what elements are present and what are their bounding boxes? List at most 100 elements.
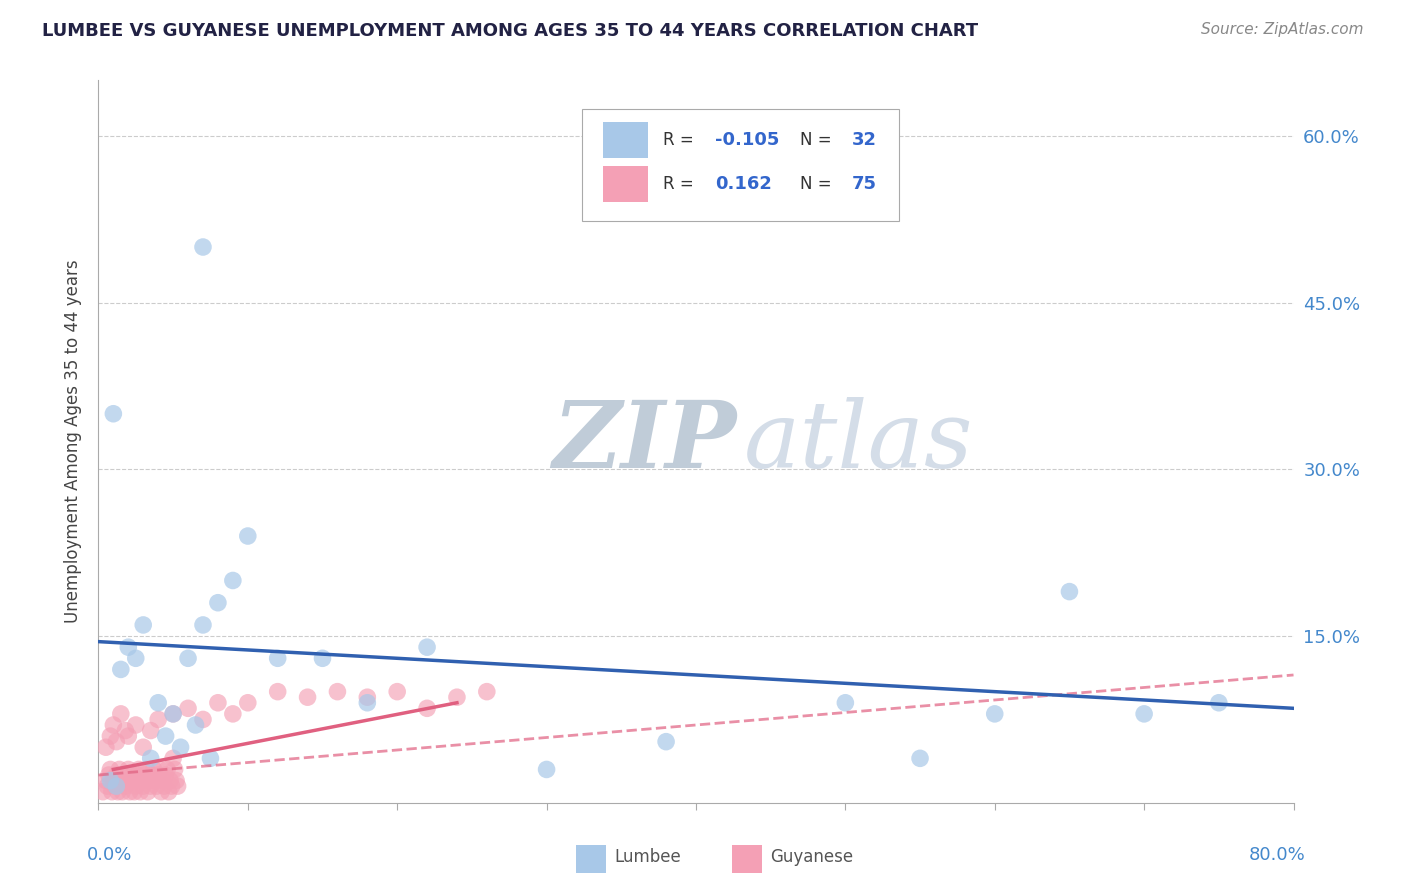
- Point: [131, 773, 153, 788]
- Text: R =: R =: [662, 175, 699, 193]
- Point: [114, 779, 136, 793]
- Point: [97, 768, 120, 782]
- Point: [156, 763, 179, 777]
- Point: [162, 706, 184, 721]
- Point: [162, 706, 184, 721]
- Text: N =: N =: [800, 175, 837, 193]
- Point: [103, 718, 125, 732]
- FancyBboxPatch shape: [603, 122, 648, 158]
- Point: [222, 574, 245, 588]
- Point: [117, 729, 139, 743]
- Point: [139, 751, 162, 765]
- Point: [98, 773, 122, 788]
- FancyBboxPatch shape: [576, 846, 606, 873]
- Point: [127, 768, 149, 782]
- Text: 0.162: 0.162: [716, 175, 772, 193]
- Point: [112, 768, 135, 782]
- Point: [1133, 706, 1156, 721]
- Point: [1059, 584, 1081, 599]
- Point: [107, 785, 129, 799]
- Point: [105, 734, 128, 748]
- Point: [160, 779, 183, 793]
- Point: [125, 779, 148, 793]
- Point: [132, 779, 155, 793]
- Point: [191, 618, 214, 632]
- FancyBboxPatch shape: [603, 166, 648, 202]
- Point: [138, 773, 160, 788]
- Point: [94, 773, 117, 788]
- Point: [91, 785, 114, 799]
- Point: [125, 718, 148, 732]
- Text: 32: 32: [852, 131, 876, 149]
- Point: [103, 407, 125, 421]
- Point: [141, 768, 163, 782]
- Point: [142, 763, 165, 777]
- Point: [236, 696, 259, 710]
- Text: Lumbee: Lumbee: [614, 848, 682, 866]
- Point: [120, 773, 142, 788]
- Point: [236, 529, 259, 543]
- Point: [101, 785, 124, 799]
- Point: [124, 785, 146, 799]
- Point: [139, 779, 162, 793]
- Point: [115, 773, 138, 788]
- Point: [356, 696, 378, 710]
- Point: [655, 734, 678, 748]
- Point: [114, 723, 136, 738]
- Point: [207, 596, 229, 610]
- Point: [148, 696, 170, 710]
- Point: [184, 718, 207, 732]
- Point: [475, 684, 498, 698]
- Point: [984, 706, 1007, 721]
- Text: ZIP: ZIP: [553, 397, 737, 486]
- Point: [166, 779, 188, 793]
- Point: [159, 773, 181, 788]
- Point: [162, 751, 184, 765]
- Point: [132, 618, 155, 632]
- Point: [385, 684, 409, 698]
- Point: [416, 640, 439, 655]
- Point: [536, 763, 558, 777]
- Point: [145, 779, 167, 793]
- Text: 0.0%: 0.0%: [87, 847, 132, 864]
- Text: R =: R =: [662, 131, 699, 149]
- Text: 75: 75: [852, 175, 876, 193]
- Point: [94, 740, 117, 755]
- FancyBboxPatch shape: [582, 109, 900, 221]
- Text: 80.0%: 80.0%: [1249, 847, 1306, 864]
- Point: [834, 696, 856, 710]
- Point: [105, 779, 128, 793]
- Point: [446, 690, 468, 705]
- Point: [108, 763, 131, 777]
- Point: [177, 701, 200, 715]
- Point: [153, 779, 176, 793]
- Text: Source: ZipAtlas.com: Source: ZipAtlas.com: [1201, 22, 1364, 37]
- Point: [356, 690, 378, 705]
- Point: [134, 768, 156, 782]
- Point: [222, 706, 245, 721]
- Point: [149, 763, 172, 777]
- Point: [177, 651, 200, 665]
- Point: [117, 763, 139, 777]
- Text: Guyanese: Guyanese: [770, 848, 853, 866]
- Point: [416, 701, 439, 715]
- Point: [110, 773, 132, 788]
- Point: [267, 651, 290, 665]
- Point: [98, 729, 122, 743]
- Point: [150, 785, 173, 799]
- Point: [103, 773, 125, 788]
- Point: [148, 713, 170, 727]
- Point: [165, 773, 187, 788]
- Text: N =: N =: [800, 131, 837, 149]
- Point: [143, 773, 166, 788]
- Point: [98, 763, 122, 777]
- Point: [267, 684, 290, 698]
- Point: [191, 713, 214, 727]
- Point: [128, 763, 150, 777]
- Point: [105, 768, 128, 782]
- Point: [191, 240, 214, 254]
- Text: atlas: atlas: [744, 397, 973, 486]
- Point: [155, 768, 177, 782]
- Point: [136, 785, 159, 799]
- Point: [1208, 696, 1230, 710]
